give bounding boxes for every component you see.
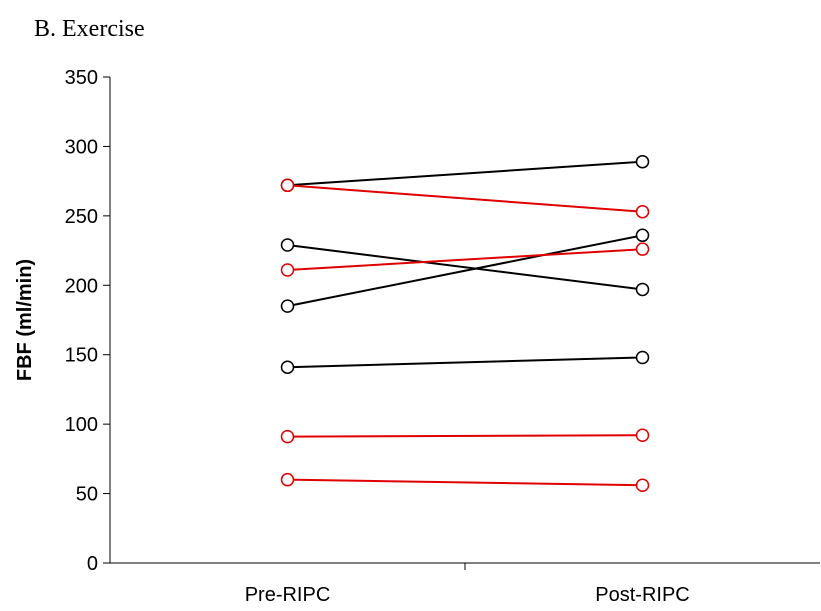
x-tick-label: Post-RIPC [595,584,689,606]
data-point [635,428,650,443]
series-line [287,248,643,272]
y-tick-label: 150 [65,345,98,367]
data-point [280,263,295,277]
data-point [635,204,650,219]
data-point [280,472,295,487]
data-point [280,238,295,252]
series-line [287,234,643,308]
y-tick-label: 0 [87,553,98,575]
y-tick-label: 50 [76,484,98,506]
data-point [635,350,650,365]
data-point [280,360,295,374]
y-tick-label: 300 [65,136,98,158]
data-point [635,282,650,297]
data-point [280,299,295,313]
x-ticks: Pre-RIPC Post-RIPC [245,563,690,606]
data-point [635,228,650,243]
x-tick-label: Pre-RIPC [245,584,331,606]
y-axis-label: FBF (ml/min) [14,259,36,381]
data-point [635,478,650,492]
y-tick-label: 200 [65,275,98,297]
y-tick-label: 250 [65,206,98,228]
y-tick-label: 350 [65,67,98,89]
y-tick-label: 100 [65,414,98,436]
series-line [287,244,643,291]
series-line [287,478,643,487]
series-line [287,434,643,438]
data-point [635,154,650,169]
data-point [280,429,295,444]
series-line [287,184,643,213]
axes [109,77,820,564]
data-point [280,178,295,193]
panel-title: B. Exercise [34,16,145,42]
y-ticks: 0 50 100 150 200 250 300 350 [65,67,110,575]
series-line [287,356,643,369]
data-point [635,242,650,256]
data-series [280,154,650,492]
series-line [287,160,643,187]
